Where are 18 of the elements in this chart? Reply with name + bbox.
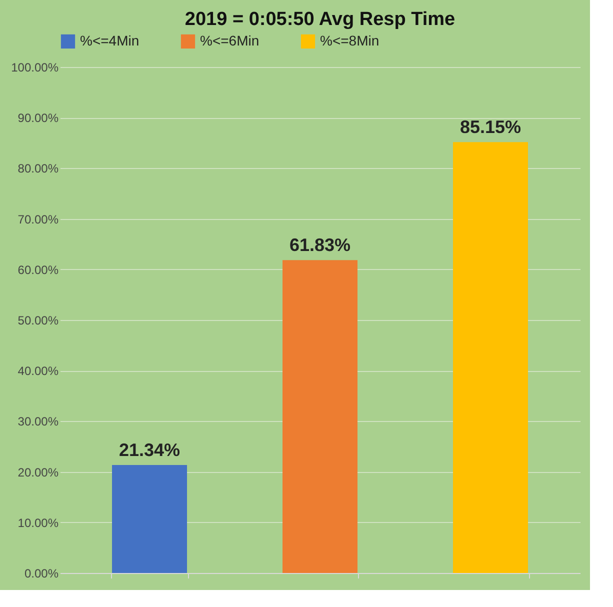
y-tick-label: 70.00% [18,212,59,226]
y-tick-label: 20.00% [18,465,59,480]
y-tick-label: 50.00% [18,314,59,328]
y-tick-label: 30.00% [18,414,59,429]
y-tick-label: 100.00% [11,60,59,74]
y-tick-label: 40.00% [18,364,59,378]
y-tick-label: 10.00% [18,516,59,530]
data-label: 85.15% [460,117,522,138]
legend-label: %<=6Min [200,32,260,48]
data-label: 61.83% [289,235,351,256]
legend-label: %<=8Min [320,32,380,48]
y-tick-label: 60.00% [18,262,59,277]
y-tick-label: 90.00% [18,111,59,126]
legend-label: %<=4Min [80,32,140,48]
y-tick-label: 0.00% [24,566,59,580]
data-label: 21.34% [118,440,180,460]
y-tick-label: 80.00% [18,162,59,176]
chart-title: 2019 = 0:05:50 Avg Resp Time [184,9,456,30]
